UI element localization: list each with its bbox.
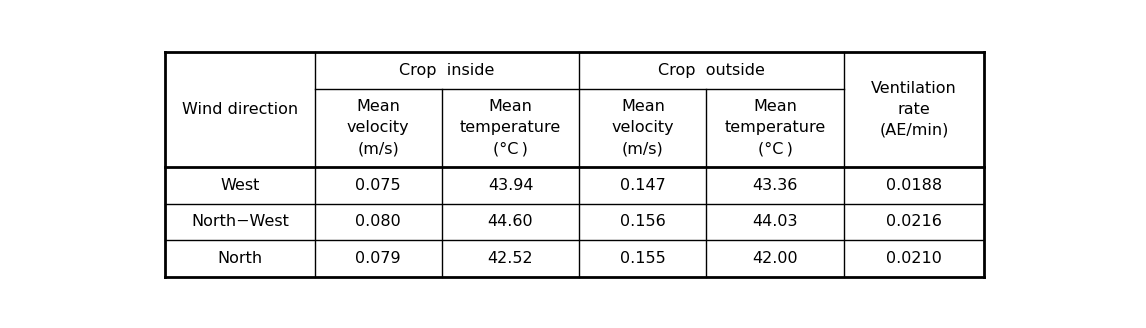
Text: 0.075: 0.075 (355, 178, 401, 193)
Text: 0.0210: 0.0210 (886, 251, 942, 266)
Text: 43.94: 43.94 (488, 178, 533, 193)
Text: 0.0188: 0.0188 (886, 178, 942, 193)
Text: 0.0216: 0.0216 (886, 214, 942, 229)
Text: Ventilation
rate
(AE/min): Ventilation rate (AE/min) (871, 81, 957, 138)
Text: 0.147: 0.147 (620, 178, 666, 193)
Text: Crop  outside: Crop outside (658, 63, 766, 78)
Text: Crop  inside: Crop inside (399, 63, 495, 78)
Text: North: North (218, 251, 262, 266)
Text: 44.03: 44.03 (753, 214, 798, 229)
Text: 44.60: 44.60 (488, 214, 533, 229)
Text: Mean
velocity
(m/s): Mean velocity (m/s) (612, 99, 674, 156)
Text: West: West (220, 178, 260, 193)
Text: 0.155: 0.155 (620, 251, 666, 266)
Text: 0.156: 0.156 (620, 214, 666, 229)
Text: North−West: North−West (191, 214, 289, 229)
Text: 0.080: 0.080 (355, 214, 401, 229)
Text: Wind direction: Wind direction (182, 102, 298, 117)
Text: 43.36: 43.36 (753, 178, 798, 193)
Text: Mean
temperature
(°C ): Mean temperature (°C ) (724, 99, 826, 156)
Text: Mean
temperature
(°C ): Mean temperature (°C ) (460, 99, 562, 156)
Text: 0.079: 0.079 (355, 251, 401, 266)
Text: Mean
velocity
(m/s): Mean velocity (m/s) (347, 99, 409, 156)
Text: 42.52: 42.52 (488, 251, 533, 266)
Text: 42.00: 42.00 (753, 251, 798, 266)
